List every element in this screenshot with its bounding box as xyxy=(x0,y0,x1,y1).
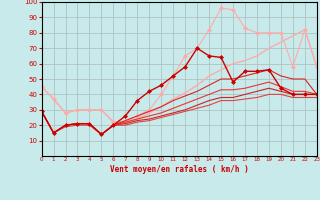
X-axis label: Vent moyen/en rafales ( km/h ): Vent moyen/en rafales ( km/h ) xyxy=(110,165,249,174)
